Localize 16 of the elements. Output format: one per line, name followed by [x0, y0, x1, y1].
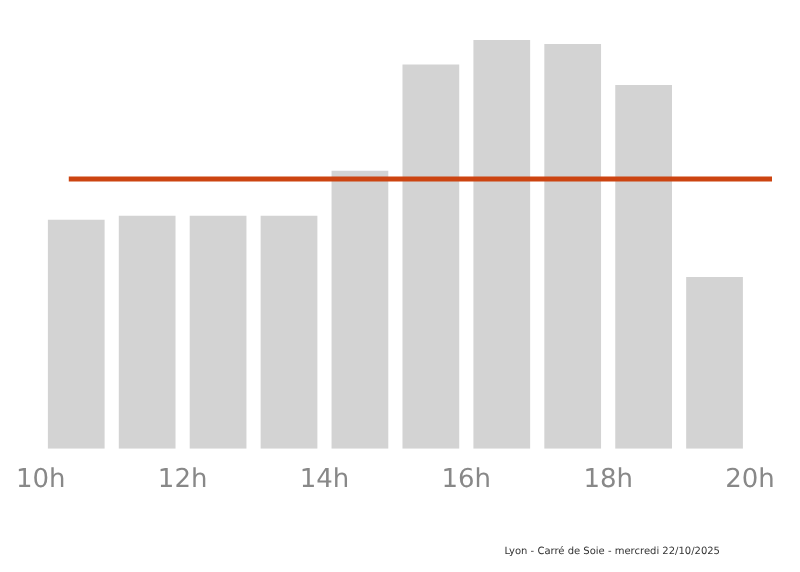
- bar: [402, 64, 460, 449]
- bar: [189, 215, 247, 449]
- bar: [260, 215, 318, 449]
- bar: [331, 170, 389, 449]
- x-tick-label: 14h: [299, 465, 350, 496]
- bar: [118, 215, 176, 449]
- bar: [615, 84, 672, 449]
- x-tick-label: 16h: [441, 465, 492, 496]
- x-tick-label: 10h: [16, 465, 66, 496]
- bar: [544, 44, 602, 449]
- bar: [686, 277, 743, 449]
- bar: [473, 40, 531, 449]
- bar: [47, 219, 105, 449]
- x-tick-label: 12h: [157, 465, 208, 496]
- x-tick-label: 18h: [583, 465, 633, 496]
- x-tick-label: 20h: [725, 465, 775, 496]
